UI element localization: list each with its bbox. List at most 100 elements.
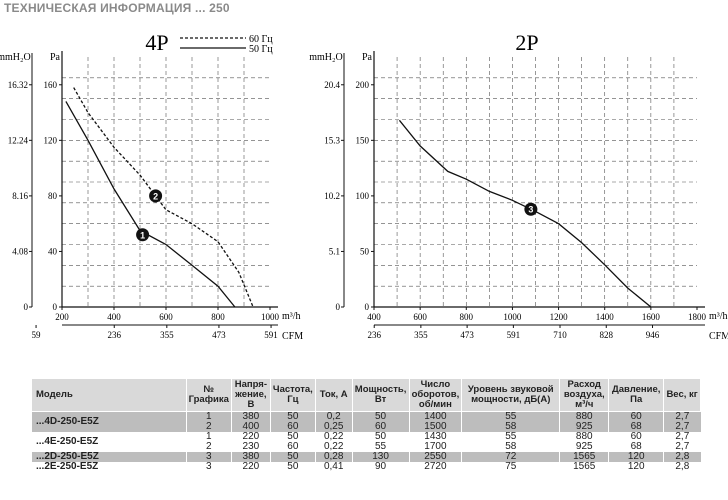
chart2-y-tick-label: 100 <box>356 191 370 201</box>
chart2-cfm-tick-label: 591 <box>507 330 521 340</box>
table-cell: 1500 <box>408 422 462 432</box>
table-cell: 58 <box>461 422 560 432</box>
table-cell: 50 <box>269 452 316 462</box>
model-cell: ...4D-250-E5Z <box>31 411 187 432</box>
chart1-y-tick-label: 80 <box>48 191 58 201</box>
chart1-ylabel-left: mmH₂O <box>0 52 31 63</box>
table-cell: 50 <box>269 432 316 442</box>
chart1-mm-tick-label: 12.24 <box>8 135 29 145</box>
chart2-y-tick-label: 50 <box>360 246 370 256</box>
col-noise: Уровень звуковой мощности, дБ(А) <box>461 378 561 412</box>
chart2-x-tick-label: 1200 <box>550 312 569 322</box>
table-cell: 50 <box>269 462 316 472</box>
chart2-ylabel-left: mmH₂O <box>309 52 343 63</box>
table-cell: 380 <box>230 452 271 462</box>
table-cell: 0,28 <box>314 452 353 462</box>
table-cell: 60 <box>608 432 664 442</box>
col-power: Мощность, Вт <box>351 378 410 412</box>
col-airflow: Расход воздуха, м³/ч <box>559 378 610 412</box>
table-header-row: Модель № Графика Напря-жение, В Частота,… <box>31 378 701 412</box>
table-cell: 2,8 <box>663 462 701 472</box>
table-cell: 1400 <box>408 411 462 422</box>
table-cell: 1565 <box>559 462 609 472</box>
table-cell: 0,41 <box>314 462 353 472</box>
col-weight: Вес, кг <box>663 378 701 412</box>
col-graph: № Графика <box>185 378 232 412</box>
chart2-mm-tick-label: 10.2 <box>324 191 340 201</box>
table-row: ...2D-250-E5Z 3 380 50 0,28 130 2550 72 1565 120 2… <box>31 452 701 462</box>
table-cell: 2 <box>185 422 232 432</box>
page-header: ТЕХНИЧЕСКАЯ ИНФОРМАЦИЯ ... 250 <box>4 1 230 15</box>
chart2-xlabel-cfm: CFM <box>709 331 728 342</box>
chart2-cfm-tick-label: 236 <box>367 330 381 340</box>
chart2-y-tick-label: 0 <box>365 302 370 312</box>
table-row: ...4E-250-E5Z 1 220 50 0,22 50 1430 55 880 60 2,7 <box>31 432 701 452</box>
table-cell: 58 <box>461 442 560 452</box>
table-cell: 50 <box>351 432 410 442</box>
chart1-x-tick-label: 800 <box>211 312 225 322</box>
chart2-x-tick-label: 1800 <box>688 312 707 322</box>
table-cell: 0,2 <box>314 411 353 422</box>
chart1-mm-tick-label: 0 <box>24 302 29 312</box>
chart2-x-tick-label: 800 <box>460 312 474 322</box>
table-cell: 0,25 <box>314 422 353 432</box>
table-cell: 50 <box>351 411 410 422</box>
table-cell: 0,22 <box>314 432 353 442</box>
spec-table: Модель № Графика Напря-жение, В Частота,… <box>31 378 701 472</box>
chart2-y-tick-label: 200 <box>356 80 370 90</box>
chart1-mm-tick-label: 8.16 <box>12 191 28 201</box>
chart1-legend-label: 60 Гц <box>249 34 273 45</box>
chart1-x-tick-label: 400 <box>107 312 121 322</box>
chart1-cfm-tick-label: 236 <box>107 330 121 340</box>
table-cell: 380 <box>230 411 271 422</box>
chart2-mm-tick-label: 15.3 <box>324 135 340 145</box>
table-cell: 60 <box>269 422 316 432</box>
table-cell: 1 <box>185 411 232 422</box>
table-cell: 55 <box>461 432 560 442</box>
table-cell: 55 <box>461 411 560 422</box>
table-cell: 880 <box>559 432 609 442</box>
chart1-curve-marker-1 <box>136 228 150 242</box>
chart2-series-line-1 <box>398 119 652 308</box>
chart1-series-line-1 <box>73 87 254 308</box>
table-row: ...2E-250-E5Z 3 220 50 0,41 90 2720 75 1565 120 2,… <box>31 462 701 472</box>
chart1-title: 4P <box>145 30 168 55</box>
chart2-x-tick-label: 1400 <box>596 312 615 322</box>
table-cell: 55 <box>351 442 410 452</box>
table-cell: 75 <box>461 462 560 472</box>
table-cell: 3 <box>185 462 232 472</box>
table-cell: 0,22 <box>314 442 353 452</box>
table-cell: 50 <box>269 411 316 422</box>
chart1-curve-marker-label: 1 <box>140 230 145 240</box>
model-cell: ...2E-250-E5Z <box>31 462 187 472</box>
chart2-cfm-tick-label: 946 <box>646 330 660 340</box>
table-cell: 2,7 <box>663 422 701 432</box>
table-cell: 1430 <box>408 432 462 442</box>
table-body: ...4D-250-E5Z 1 380 50 0,2 50 1400 55 880 60 2,7 2 4… <box>31 411 701 472</box>
table-cell: 68 <box>608 422 664 432</box>
chart1-x-tick-label: 200 <box>55 312 69 322</box>
table-cell: 880 <box>559 411 609 422</box>
model-cell: ...4E-250-E5Z <box>31 432 187 452</box>
chart1-x-tick-label: 600 <box>159 312 173 322</box>
table-cell: 60 <box>351 422 410 432</box>
chart1-cfm-tick-label: 59 <box>32 330 42 340</box>
table-cell: 68 <box>608 442 664 452</box>
chart2-cfm-tick-label: 473 <box>460 330 474 340</box>
chart1-mm-tick-label: 16.32 <box>8 80 28 90</box>
table-cell: 220 <box>230 432 271 442</box>
table-cell: 2,7 <box>663 411 701 422</box>
chart1-curve-marker-label: 2 <box>153 191 158 201</box>
table-cell: 3 <box>185 452 232 462</box>
chart1-legend-label: 50 Гц <box>249 44 273 55</box>
table-cell: 2,7 <box>663 432 701 442</box>
table-cell: 925 <box>559 442 609 452</box>
chart2-mm-tick-label: 5.1 <box>329 246 340 256</box>
table-cell: 60 <box>269 442 316 452</box>
table-cell: 120 <box>608 452 664 462</box>
table-cell: 2 <box>185 442 232 452</box>
table-cell: 2720 <box>408 462 462 472</box>
chart2-x-tick-label: 1000 <box>503 312 522 322</box>
chart1-y-tick-label: 0 <box>53 302 58 312</box>
